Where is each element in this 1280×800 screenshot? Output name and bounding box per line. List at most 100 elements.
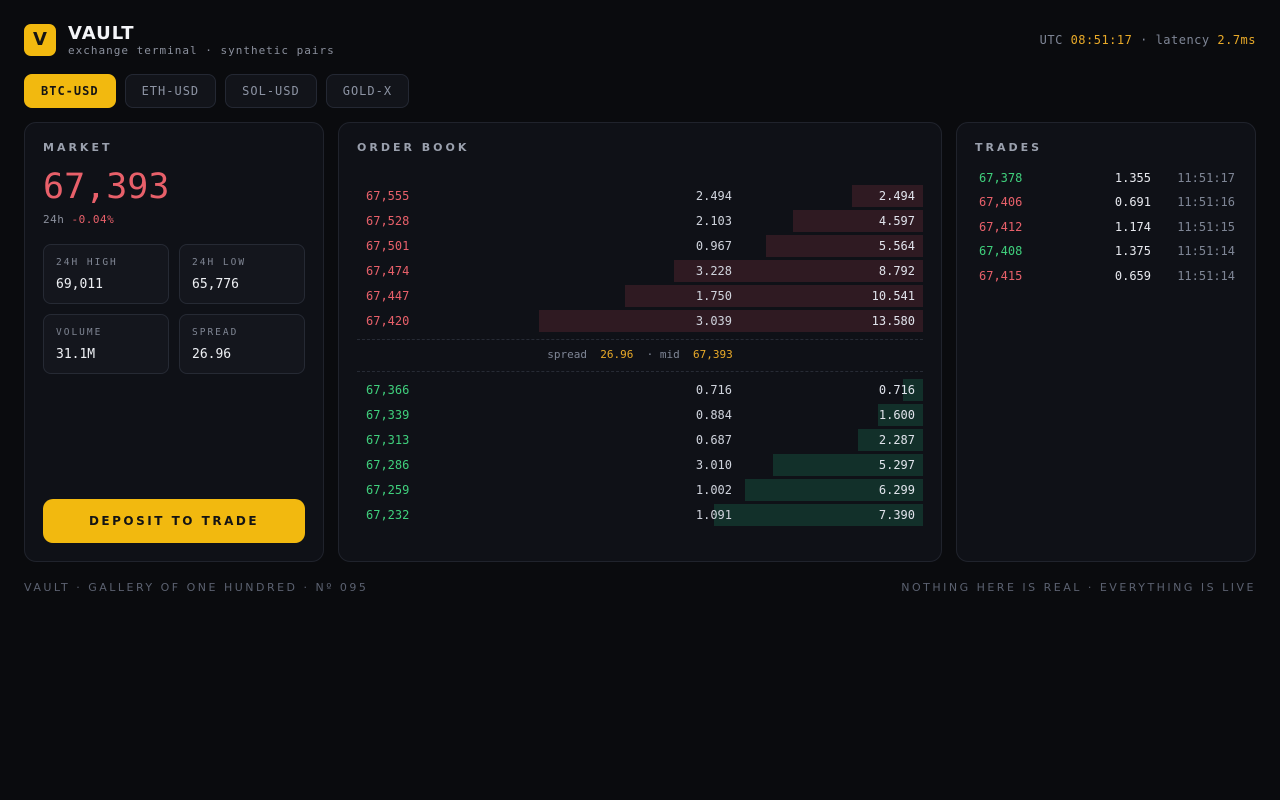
vault-logo[interactable]: V bbox=[24, 24, 56, 56]
stat-label: SPREAD bbox=[192, 327, 239, 338]
trade-price: 67,412 bbox=[979, 219, 1023, 234]
ask-row[interactable]: 67,528 2.103 4.597 bbox=[357, 210, 923, 232]
divider bbox=[357, 339, 923, 340]
ask-price: 67,555 bbox=[366, 189, 410, 203]
ask-depth-bar bbox=[766, 235, 923, 257]
trade-time: 11:51:14 bbox=[1177, 244, 1235, 259]
footer-left-text: VAULT · GALLERY OF ONE HUNDRED · Nº 095 bbox=[24, 581, 369, 594]
bid-total: 2.287 bbox=[878, 433, 915, 447]
bid-row[interactable]: 67,366 0.716 0.716 bbox=[357, 379, 923, 401]
bid-row[interactable]: 67,286 3.010 5.297 bbox=[357, 454, 923, 476]
tab-eth-usd[interactable]: ETH-USD bbox=[124, 74, 217, 108]
trade-price: 67,408 bbox=[979, 244, 1023, 259]
ask-size: 2.103 bbox=[695, 214, 732, 228]
ask-price: 67,501 bbox=[366, 239, 410, 253]
stat-label: 24H LOW bbox=[192, 257, 247, 268]
spread-label: spread bbox=[547, 348, 587, 361]
order-book-title: ORDER BOOK bbox=[357, 141, 470, 154]
trade-size: 0.691 bbox=[1114, 195, 1151, 210]
ask-depth-bar bbox=[792, 210, 923, 232]
mid-value: 67,393 bbox=[693, 348, 733, 361]
change-label: 24h bbox=[43, 213, 65, 226]
stat-24h-low: 24H LOW 65,776 bbox=[179, 244, 305, 304]
bid-total: 6.299 bbox=[878, 483, 915, 497]
ask-row[interactable]: 67,474 3.228 8.792 bbox=[357, 260, 923, 282]
ask-depth-bar bbox=[539, 310, 923, 332]
tab-btc-usd[interactable]: BTC-USD bbox=[24, 74, 116, 108]
ask-row[interactable]: 67,555 2.494 2.494 bbox=[357, 185, 923, 207]
ask-price: 67,528 bbox=[366, 214, 410, 228]
bid-size: 3.010 bbox=[695, 458, 732, 472]
bid-row[interactable]: 67,339 0.884 1.600 bbox=[357, 404, 923, 426]
bid-depth-bar bbox=[744, 479, 923, 501]
trade-time: 11:51:16 bbox=[1177, 195, 1235, 210]
stat-label: 24H HIGH bbox=[56, 257, 118, 268]
bid-depth-bar bbox=[857, 429, 923, 451]
ask-size: 3.228 bbox=[695, 264, 732, 278]
bid-row[interactable]: 67,259 1.002 6.299 bbox=[357, 479, 923, 501]
ask-total: 4.597 bbox=[878, 214, 915, 228]
trade-price: 67,406 bbox=[979, 195, 1023, 210]
bid-size: 1.091 bbox=[695, 508, 732, 522]
trade-row[interactable]: 67,412 1.174 11:51:15 bbox=[979, 217, 1235, 237]
trades-panel: TRADES 67,378 1.355 11:51:17 67,406 0.691 11:… bbox=[956, 122, 1256, 562]
divider bbox=[357, 371, 923, 372]
deposit-button[interactable]: DEPOSIT TO TRADE bbox=[43, 499, 305, 543]
stat-volume: VOLUME 31.1M bbox=[43, 314, 169, 374]
ask-size: 0.967 bbox=[695, 239, 732, 253]
ask-total: 13.580 bbox=[871, 314, 915, 328]
ask-size: 1.750 bbox=[695, 289, 732, 303]
ask-row[interactable]: 67,447 1.750 10.541 bbox=[357, 285, 923, 307]
trade-row[interactable]: 67,406 0.691 11:51:16 bbox=[979, 192, 1235, 212]
market-panel: MARKET 67,393 24h -0.04% 24H HIGH 69,011… bbox=[24, 122, 324, 562]
spread-mid-line: spread 26.96 · mid 67,393 bbox=[357, 348, 923, 362]
trade-row[interactable]: 67,408 1.375 11:51:14 bbox=[979, 241, 1235, 261]
trade-price: 67,378 bbox=[979, 171, 1023, 185]
tab-sol-usd[interactable]: SOL-USD bbox=[225, 74, 317, 108]
status-readout: UTC 08:51:17 · latency 2.7ms bbox=[1040, 33, 1256, 47]
bid-size: 1.002 bbox=[695, 483, 732, 497]
trades-title: TRADES bbox=[975, 141, 1043, 154]
trade-size: 0.659 bbox=[1114, 268, 1151, 283]
ask-row[interactable]: 67,501 0.967 5.564 bbox=[357, 235, 923, 257]
trade-time: 11:51:15 bbox=[1177, 219, 1235, 234]
bid-depth-bar bbox=[713, 504, 923, 526]
brand-name: VAULT bbox=[68, 23, 135, 44]
stat-value: 69,011 bbox=[56, 277, 103, 292]
trade-price: 67,415 bbox=[979, 268, 1023, 283]
bid-depth-bar bbox=[877, 404, 923, 426]
ask-depth-bar bbox=[624, 285, 923, 307]
tab-gold-x[interactable]: GOLD-X bbox=[325, 74, 410, 108]
app-header: V VAULT exchange terminal · synthetic pa… bbox=[24, 24, 1256, 58]
status-separator: · bbox=[1140, 33, 1148, 47]
ask-row[interactable]: 67,420 3.039 13.580 bbox=[357, 310, 923, 332]
order-book-panel: ORDER BOOK 67,555 2.494 2.494 67,528 2.103 4.… bbox=[338, 122, 942, 562]
market-title: MARKET bbox=[43, 141, 113, 154]
market-price: 67,393 bbox=[43, 167, 170, 207]
ask-price: 67,474 bbox=[366, 264, 410, 278]
ask-total: 5.564 bbox=[878, 239, 915, 253]
bid-row[interactable]: 67,232 1.091 7.390 bbox=[357, 504, 923, 526]
ask-total: 2.494 bbox=[878, 189, 915, 203]
bid-depth-bar bbox=[773, 454, 923, 476]
ask-depth-bar bbox=[851, 185, 923, 207]
bid-depth-bar bbox=[902, 379, 923, 401]
bid-size: 0.716 bbox=[695, 383, 732, 397]
ask-size: 3.039 bbox=[695, 314, 732, 328]
trade-row[interactable]: 67,378 1.355 11:51:17 bbox=[979, 168, 1235, 188]
trade-row[interactable]: 67,415 0.659 11:51:14 bbox=[979, 266, 1235, 286]
bid-total: 5.297 bbox=[878, 458, 915, 472]
spread-value: 26.96 bbox=[600, 348, 634, 361]
bid-total: 0.716 bbox=[878, 383, 915, 397]
trade-time: 11:51:17 bbox=[1177, 171, 1235, 185]
bid-price: 67,313 bbox=[366, 433, 410, 447]
utc-label: UTC bbox=[1039, 33, 1063, 47]
bid-total: 7.390 bbox=[878, 508, 915, 522]
trade-size: 1.355 bbox=[1114, 171, 1151, 185]
ask-price: 67,447 bbox=[366, 289, 410, 303]
bid-price: 67,259 bbox=[366, 483, 410, 497]
ask-size: 2.494 bbox=[695, 189, 732, 203]
mid-label: · mid bbox=[646, 348, 680, 361]
bid-row[interactable]: 67,313 0.687 2.287 bbox=[357, 429, 923, 451]
stat-value: 65,776 bbox=[192, 277, 239, 292]
